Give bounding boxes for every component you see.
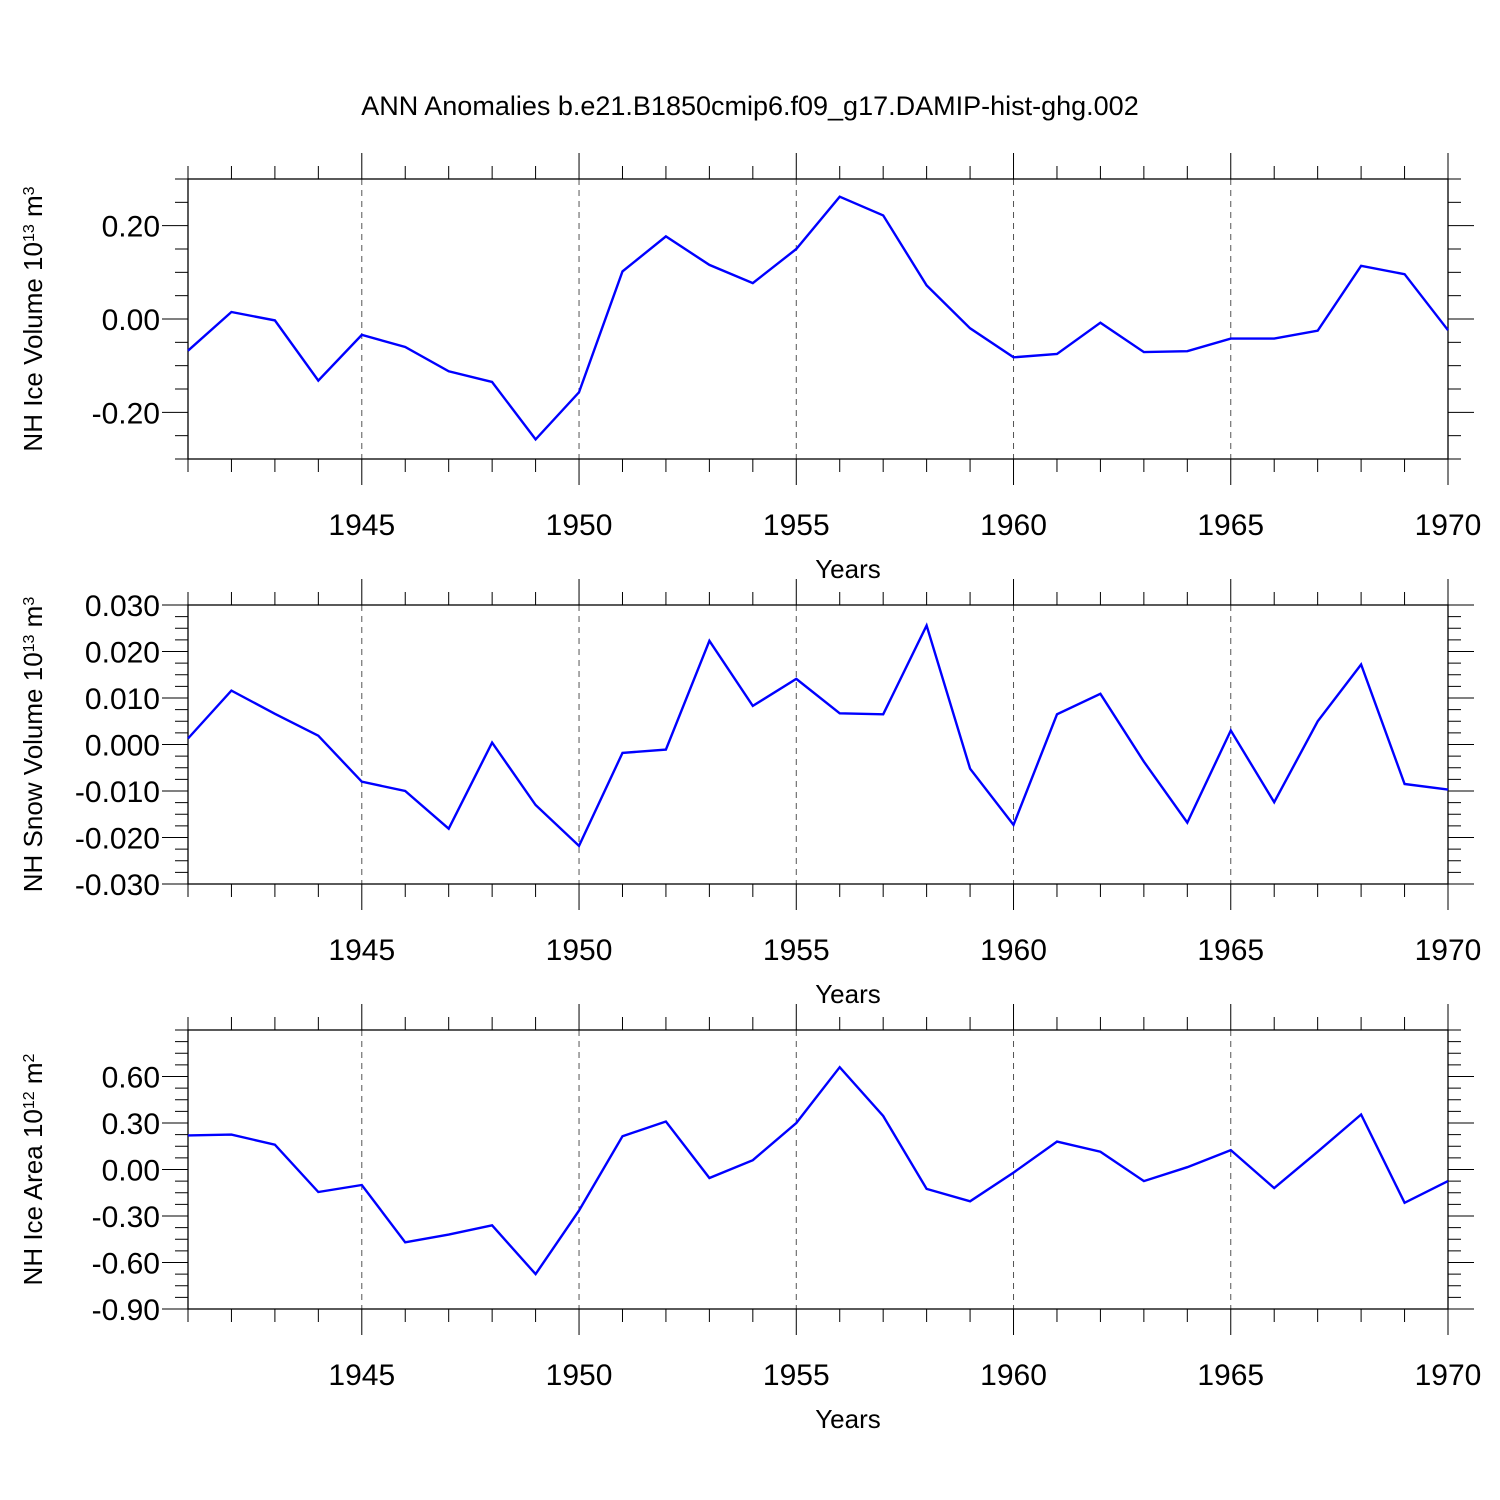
x-tick-label: 1945 <box>328 934 395 967</box>
y-tick-label: 0.030 <box>85 590 160 623</box>
snow-volume-panel: 1945 1950 1955 1960 1965 1970 -0.030 -0.020 -0.0… <box>18 579 1481 1009</box>
series-line <box>187 622 1449 848</box>
y-axis-title-part: NH Snow Volume 10 <box>18 652 48 892</box>
x-tick-label: 1955 <box>763 1359 830 1392</box>
plot-frame <box>187 1029 1449 1310</box>
series-line <box>187 195 1449 442</box>
x-tick-label: 1960 <box>980 1359 1047 1392</box>
x-tick-label: 1970 <box>1415 509 1482 542</box>
y-axis-title: NH Ice Volume 1013 m3 <box>18 186 48 451</box>
y-tick-label: 0.020 <box>85 637 160 670</box>
y-axis-title-part: m <box>18 195 48 224</box>
ice-volume-panel: 1945 1950 1955 1960 1965 1970 -0.20 0.00 0.20 Yea… <box>18 153 1481 584</box>
chart-title: ANN Anomalies b.e21.B1850cmip6.f09_g17.D… <box>361 91 1138 121</box>
y-axis-title-superscript: 13 <box>21 224 38 242</box>
y-tick-label: 0.000 <box>85 730 160 763</box>
x-tick-label: 1950 <box>546 1359 613 1392</box>
y-tick-label: -0.30 <box>92 1201 160 1234</box>
y-tick-label: -0.020 <box>75 823 160 856</box>
ice-area-panel: 1945 1950 1955 1960 1965 1970 -0.90 -0.60 -0.30 0… <box>18 1004 1481 1434</box>
y-axis-title-superscript: 2 <box>21 1053 38 1062</box>
y-axis-title: NH Ice Area 1012 m2 <box>18 1053 48 1285</box>
y-axis-title-part: m <box>18 1062 48 1091</box>
plot-frame <box>187 604 1449 885</box>
y-tick-label: -0.90 <box>92 1294 160 1327</box>
x-tick-label: 1970 <box>1415 934 1482 967</box>
y-tick-label: 0.20 <box>102 211 160 244</box>
y-axis-title: NH Snow Volume 1013 m3 <box>18 597 48 893</box>
y-tick-label: 0.60 <box>102 1062 160 1095</box>
x-tick-label: 1955 <box>763 509 830 542</box>
x-axis-title: Years <box>815 979 881 1009</box>
x-tick-label: 1950 <box>546 934 613 967</box>
x-tick-label: 1945 <box>328 509 395 542</box>
x-tick-label: 1965 <box>1197 1359 1264 1392</box>
y-axis-title-part: m <box>18 606 48 635</box>
y-axis-title-part: NH Ice Volume 10 <box>18 242 48 452</box>
x-tick-label: 1970 <box>1415 1359 1482 1392</box>
y-axis-title-superscript: 3 <box>21 186 38 195</box>
x-axis-title: Years <box>815 1404 881 1434</box>
series-line <box>187 1065 1449 1277</box>
y-axis-title-part: NH Ice Area 10 <box>18 1109 48 1285</box>
y-axis-title-superscript: 12 <box>21 1091 38 1109</box>
y-tick-label: 0.00 <box>102 304 160 337</box>
y-tick-label: -0.60 <box>92 1248 160 1281</box>
x-tick-label: 1945 <box>328 1359 395 1392</box>
x-tick-label: 1965 <box>1197 934 1264 967</box>
y-axis-title-superscript: 3 <box>21 597 38 606</box>
x-tick-label: 1965 <box>1197 509 1264 542</box>
y-tick-label: 0.00 <box>102 1155 160 1188</box>
x-tick-label: 1960 <box>980 509 1047 542</box>
y-tick-label: -0.030 <box>75 869 160 902</box>
y-tick-label: 0.010 <box>85 683 160 716</box>
x-axis-title: Years <box>815 554 881 584</box>
y-tick-label: -0.010 <box>75 776 160 809</box>
y-tick-label: 0.30 <box>102 1108 160 1141</box>
x-tick-label: 1950 <box>546 509 613 542</box>
y-axis-title-superscript: 13 <box>21 634 38 652</box>
y-tick-label: -0.20 <box>92 397 160 430</box>
x-tick-label: 1960 <box>980 934 1047 967</box>
x-tick-label: 1955 <box>763 934 830 967</box>
